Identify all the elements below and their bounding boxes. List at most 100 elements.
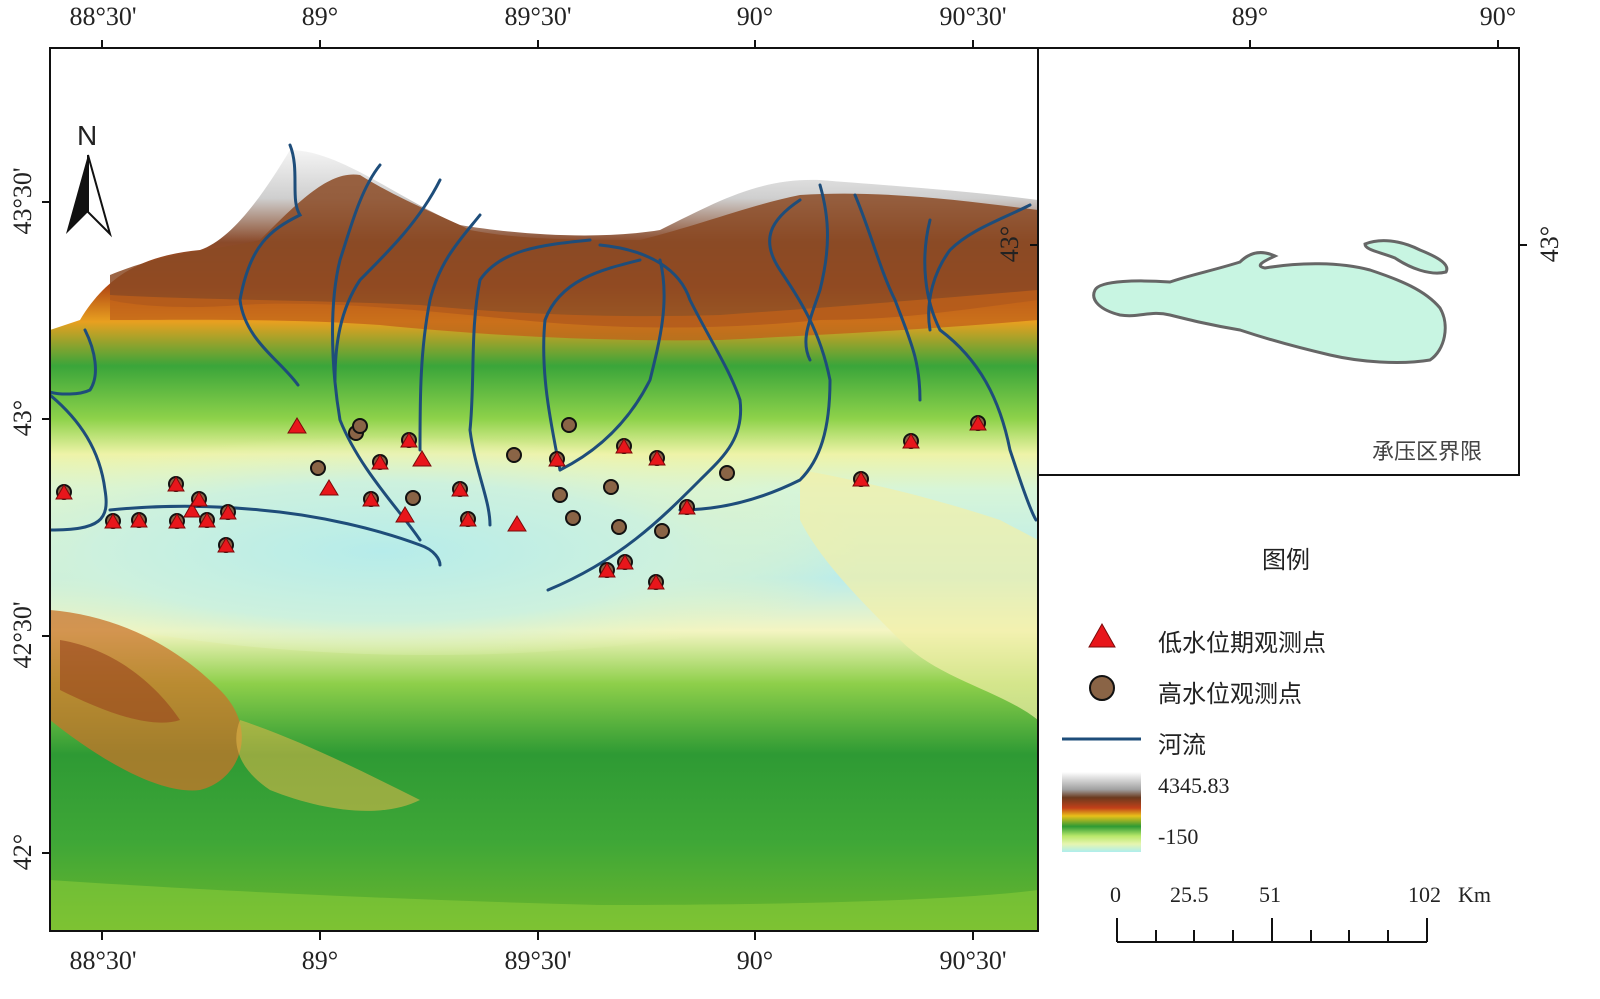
low-water-point	[412, 450, 432, 467]
confined-zone-polygon	[1363, 239, 1449, 275]
inset-ticks	[1030, 40, 1527, 246]
low-water-point	[362, 490, 380, 507]
north-label: N	[77, 120, 98, 151]
low-water-point	[902, 432, 920, 449]
low-water-point	[219, 503, 237, 520]
low-water-point	[319, 479, 339, 496]
high-water-point	[310, 460, 326, 476]
river	[558, 258, 666, 472]
legend-elev-min: -150	[1158, 824, 1199, 849]
inset-frame	[1037, 47, 1520, 476]
high-water-point	[611, 519, 627, 535]
lat-label-left: 42°	[8, 833, 37, 871]
river	[50, 328, 97, 396]
low-water-point	[451, 480, 469, 497]
high-water-point	[405, 490, 421, 506]
low-water-point	[507, 515, 527, 532]
river	[108, 504, 442, 567]
inset-lon-label: 89°	[1231, 2, 1269, 31]
river-layer	[50, 143, 1038, 592]
scale-bar	[1116, 918, 1428, 943]
river	[333, 178, 442, 382]
map-frame	[49, 47, 1039, 932]
low-water-point	[400, 431, 418, 448]
high-water-point	[603, 479, 619, 495]
river	[542, 258, 642, 472]
scale-label: 25.5	[1170, 882, 1209, 907]
low-water-point	[217, 536, 235, 553]
low-water-point	[598, 561, 616, 578]
legend-elevation-bar	[1062, 772, 1141, 852]
low-water-point	[647, 573, 665, 590]
lat-label-left: 42°30'	[8, 601, 37, 669]
low-water-point	[104, 512, 122, 529]
north-arrow	[66, 154, 112, 238]
low-water-point	[616, 553, 634, 570]
terrain-layer	[50, 48, 1038, 931]
low-water-point	[678, 498, 696, 515]
low-water-point	[168, 512, 186, 529]
low-water-point	[371, 453, 389, 470]
river	[804, 183, 829, 362]
high-water-point	[565, 510, 581, 526]
graticule-ticks	[42, 40, 974, 940]
high-water-point	[561, 417, 577, 433]
legend-high-water-label: 高水位观测点	[1158, 680, 1302, 708]
low-water-point	[183, 501, 201, 518]
lon-label-bottom: 89°30'	[504, 946, 572, 975]
confined-zone-polygon	[1092, 251, 1447, 364]
low-water-point	[648, 449, 666, 466]
scale-label: 102	[1408, 882, 1441, 907]
low-water-point	[459, 510, 477, 527]
scale-label: 51	[1259, 882, 1281, 907]
river	[546, 243, 743, 592]
low-water-point	[130, 511, 148, 528]
inset-lat-label-inner: 43°	[995, 225, 1024, 263]
river	[853, 193, 922, 402]
lon-label-bottom: 90°30'	[939, 946, 1007, 975]
lon-label-top: 89°30'	[504, 2, 572, 31]
river	[238, 143, 303, 387]
low-water-point	[167, 475, 185, 492]
low-water-point	[198, 511, 216, 528]
lon-label-top: 90°	[736, 2, 774, 31]
scale-unit: Km	[1458, 882, 1491, 907]
high-water-point	[506, 447, 522, 463]
river	[50, 393, 108, 532]
lat-label-left: 43°	[8, 399, 37, 437]
scale-label: 0	[1110, 882, 1121, 907]
river	[923, 218, 1038, 522]
lat-label-left: 43°30'	[8, 167, 37, 235]
lon-label-top: 89°	[301, 2, 339, 31]
high-water-point	[654, 523, 670, 539]
river	[331, 163, 422, 542]
low-water-point	[969, 414, 987, 431]
river	[468, 238, 592, 527]
lon-label-bottom: 89°	[301, 946, 339, 975]
legend-low-water-label: 低水位期观测点	[1158, 629, 1326, 657]
legend-title: 图例	[1262, 546, 1310, 574]
river	[927, 203, 1032, 332]
low-water-point	[190, 490, 208, 507]
inset-caption: 承压区界限	[1372, 440, 1483, 465]
legend-elev-max: 4345.83	[1158, 773, 1230, 798]
lon-label-top: 88°30'	[69, 2, 137, 31]
river	[418, 213, 482, 452]
low-water-points	[55, 414, 987, 590]
low-water-point	[615, 437, 633, 454]
low-water-point	[55, 483, 73, 500]
legend-circle-symbol	[1089, 675, 1115, 701]
low-water-point	[395, 506, 415, 523]
inset-lat-label-outer: 43°	[1535, 225, 1564, 263]
inset-lon-label: 90°	[1479, 2, 1517, 31]
river	[678, 198, 832, 512]
legend-triangle-symbol	[1088, 622, 1116, 648]
lon-label-top: 90°30'	[939, 2, 1007, 31]
low-water-point	[852, 470, 870, 487]
low-water-point	[287, 417, 307, 434]
high-water-point	[719, 465, 735, 481]
lon-label-bottom: 90°	[736, 946, 774, 975]
low-water-point	[548, 450, 566, 467]
